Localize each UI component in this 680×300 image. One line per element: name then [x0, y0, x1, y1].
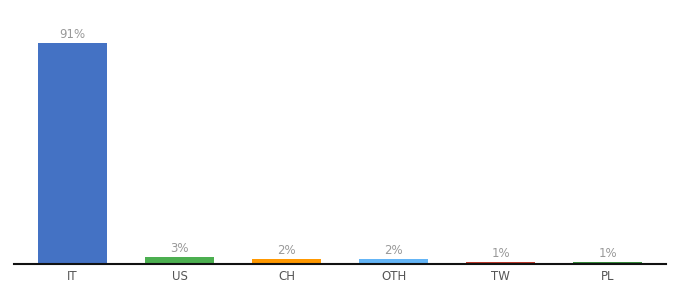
- Bar: [252, 259, 321, 264]
- Text: 2%: 2%: [277, 244, 296, 257]
- Bar: [573, 262, 643, 264]
- Bar: [359, 259, 428, 264]
- Text: 1%: 1%: [491, 247, 510, 260]
- Bar: [145, 257, 214, 264]
- Bar: [466, 262, 535, 264]
- Text: 91%: 91%: [59, 28, 86, 41]
- Bar: [37, 43, 107, 264]
- Text: 2%: 2%: [384, 244, 403, 257]
- Text: 1%: 1%: [598, 247, 617, 260]
- Text: 3%: 3%: [170, 242, 189, 255]
